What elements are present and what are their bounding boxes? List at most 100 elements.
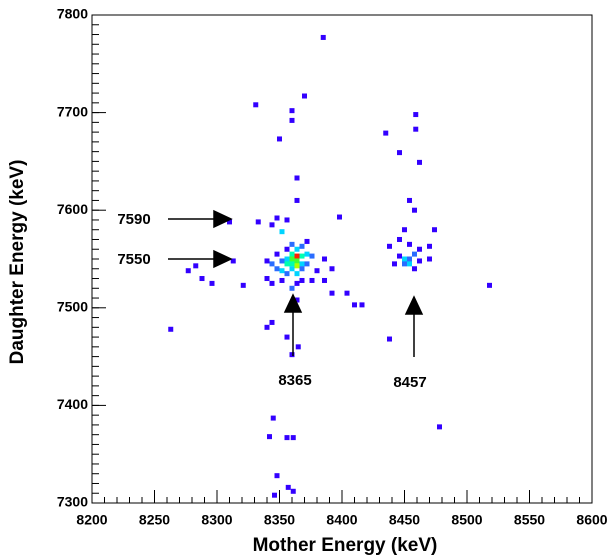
bin [387,336,392,342]
y-tick-label: 7400 [57,396,88,412]
bin [407,261,412,267]
bin [359,302,365,308]
bin [193,263,199,269]
bin [294,263,300,269]
bin [272,492,277,498]
bin [289,266,295,272]
arrow-head [404,295,424,315]
x-axis-title: Mother Energy (keV) [253,535,438,556]
bin [322,256,327,262]
bin [269,280,275,286]
bin [299,261,305,267]
bin [289,285,295,291]
bin [227,219,232,225]
bin [417,246,422,252]
bin [417,258,422,264]
annotation: 7590 [117,211,150,228]
annotation: 7550 [117,251,150,268]
bin [417,159,422,165]
bin [294,197,300,203]
bin [253,102,259,108]
bin [304,261,310,267]
bin [269,261,275,267]
bin [329,290,335,296]
bin [289,352,295,358]
bin [397,253,402,259]
bin [284,246,290,252]
bin [209,280,215,286]
bin [269,222,275,228]
bin [289,251,295,257]
bin [255,219,261,225]
bin [413,112,419,118]
y-tick-label: 7300 [57,494,88,510]
bin [407,256,412,262]
bin [240,282,246,288]
bin [413,126,419,132]
bin [309,253,315,259]
bin [284,271,290,277]
bin [279,258,285,264]
bin [274,473,280,479]
bin [314,268,320,274]
arrow-head [283,293,303,313]
arrows [168,209,424,357]
bin [274,215,280,221]
bin [289,117,295,123]
bin [294,246,300,252]
bin [407,241,412,247]
bin [279,268,285,274]
bin [383,130,389,136]
y-tick-label: 7800 [57,6,88,22]
bin [294,297,300,303]
x-tick-label: 8300 [201,512,232,528]
bin [407,197,412,203]
bin [299,243,305,249]
bin [427,243,432,249]
bin [329,266,335,272]
bin [295,344,301,350]
bin [264,276,270,282]
x-tick-label: 8250 [139,512,170,528]
bin [279,277,285,283]
bin [290,435,296,441]
bin [437,424,442,430]
y-tick-label: 7700 [57,103,88,119]
bin [294,253,300,259]
bin [264,258,270,264]
bin [304,251,310,257]
bin [302,93,307,99]
bin [284,261,290,267]
bin [387,243,392,249]
arrow-head [213,209,233,229]
x-tick-label: 8200 [76,512,107,528]
bin [274,251,280,257]
x-tick-label: 8500 [451,512,482,528]
bin [402,261,407,267]
bin [392,261,397,267]
bin [320,34,326,40]
bin [337,214,342,220]
bin [299,266,305,272]
arrow-head [213,249,233,269]
bin [294,280,300,286]
annotation: 8365 [278,372,311,389]
bin [352,302,357,308]
bin [294,258,300,264]
x-tick-label: 8450 [389,512,420,528]
annotation: 8457 [393,374,426,391]
bin [304,238,310,244]
bin [185,268,191,274]
bin [344,290,350,296]
bin [412,251,417,257]
bin [427,256,432,262]
bin [284,435,290,441]
bin [230,258,236,264]
x-tick-label: 8350 [264,512,295,528]
bin [284,217,290,223]
bin [285,484,291,490]
bin [284,334,290,340]
y-axis-title: Daughter Energy (keV) [7,160,28,365]
